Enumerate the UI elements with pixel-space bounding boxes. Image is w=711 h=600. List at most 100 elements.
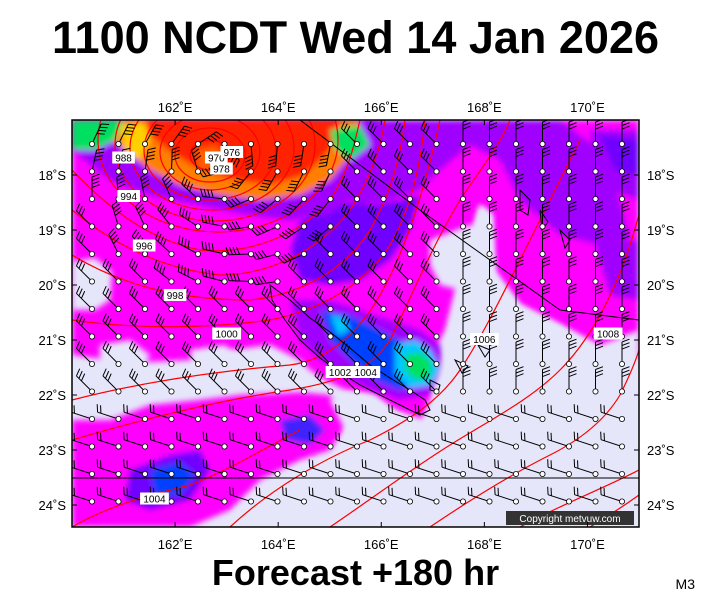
- barb-flag: [184, 370, 189, 379]
- barb-shaft: [367, 375, 384, 392]
- barb-flag: [595, 311, 604, 315]
- barb-flag: [233, 180, 242, 184]
- barb-flag: [515, 235, 524, 240]
- isobar-label-text: 1002: [329, 368, 352, 379]
- station-point: [539, 470, 546, 477]
- barb-shaft: [335, 411, 358, 420]
- barb-flag: [515, 369, 524, 374]
- station-point: [221, 498, 228, 505]
- barb-flag: [595, 201, 604, 205]
- station-point: [539, 140, 546, 147]
- green-field: [405, 352, 432, 380]
- barb-shaft: [309, 466, 331, 475]
- barb-flag: [369, 288, 375, 297]
- barb-flag: [568, 283, 577, 288]
- barb-flag: [234, 313, 240, 322]
- station-point: [353, 140, 360, 147]
- barb-flag: [267, 165, 276, 169]
- station-point: [353, 443, 360, 450]
- barb-shaft: [547, 494, 570, 502]
- barb-flag: [116, 176, 125, 182]
- barb-flag: [345, 235, 351, 244]
- barb-shaft: [420, 155, 437, 172]
- barb-flag: [171, 156, 180, 161]
- wind-barb: [178, 235, 199, 255]
- station-point: [141, 470, 148, 477]
- station-point: [89, 415, 96, 422]
- station-point: [566, 470, 573, 477]
- wind-barb: [335, 459, 358, 475]
- wind-barb: [229, 171, 252, 190]
- barb-flag: [155, 313, 160, 322]
- wind-barb: [202, 404, 225, 420]
- barb-shaft: [208, 293, 225, 310]
- barb-flag: [462, 290, 471, 295]
- station-point: [539, 333, 546, 340]
- wind-barb: [462, 146, 471, 172]
- station-point: [300, 415, 307, 422]
- barb-flag: [254, 227, 261, 235]
- barb-flag: [165, 179, 172, 186]
- barb-shaft: [316, 198, 331, 217]
- barb-flag: [542, 263, 551, 268]
- barb-shaft: [261, 375, 278, 392]
- wind-barb: [282, 486, 305, 502]
- barb-flag: [568, 366, 577, 370]
- barb-flag: [462, 153, 471, 158]
- barb-flag: [422, 150, 428, 159]
- barb-flag: [155, 340, 160, 349]
- wind-barbs: [72, 120, 630, 502]
- station-point: [300, 360, 307, 367]
- barb-shaft: [367, 348, 384, 365]
- station-point: [353, 278, 360, 285]
- barb-flag: [75, 203, 81, 212]
- barb-flag: [232, 157, 238, 165]
- barb-flag: [181, 176, 186, 185]
- station-point: [327, 223, 334, 230]
- barb-flag: [369, 123, 375, 132]
- barb-shaft: [309, 411, 331, 420]
- barb-flag: [314, 258, 319, 267]
- station-point: [115, 443, 122, 450]
- barb-flag: [233, 273, 237, 282]
- barb-flag: [205, 168, 211, 176]
- station-point: [89, 250, 96, 257]
- barb-shaft: [228, 253, 252, 256]
- barb-flag: [568, 232, 577, 236]
- station-point: [592, 140, 599, 147]
- barb-flag: [369, 150, 375, 159]
- wind-barb: [542, 283, 551, 309]
- barb-shaft: [76, 348, 93, 365]
- barb-flag: [290, 370, 295, 379]
- barb-flag: [263, 370, 269, 379]
- station-point: [194, 470, 201, 477]
- barb-flag: [266, 373, 271, 382]
- barb-flag: [621, 122, 630, 126]
- barb-shaft: [521, 411, 543, 420]
- barb-flag: [595, 366, 604, 370]
- wind-barb: [568, 311, 577, 337]
- barb-shaft: [203, 411, 225, 420]
- wind-barb: [278, 226, 305, 240]
- barb-flag: [425, 263, 430, 272]
- barb-flag: [489, 201, 498, 205]
- barb-flag: [621, 256, 630, 260]
- station-point: [406, 140, 413, 147]
- barb-shaft: [521, 466, 543, 475]
- barb-flag: [462, 149, 471, 154]
- wind-barb: [176, 459, 199, 475]
- barb-flag: [372, 290, 377, 299]
- barb-flag: [568, 204, 577, 209]
- barb-flag: [234, 285, 240, 294]
- barb-shaft: [203, 275, 225, 282]
- barb-flag: [288, 203, 297, 208]
- barb-flag: [425, 180, 430, 189]
- barb-shaft: [202, 221, 225, 227]
- barb-flag: [210, 315, 216, 324]
- station-point: [221, 415, 228, 422]
- station-point: [459, 278, 466, 285]
- station-point: [274, 168, 281, 175]
- station-point: [592, 250, 599, 257]
- station-point: [406, 250, 413, 257]
- wind-barb: [595, 173, 604, 199]
